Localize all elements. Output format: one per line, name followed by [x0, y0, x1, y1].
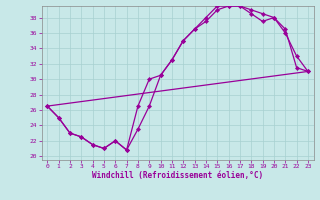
- X-axis label: Windchill (Refroidissement éolien,°C): Windchill (Refroidissement éolien,°C): [92, 171, 263, 180]
